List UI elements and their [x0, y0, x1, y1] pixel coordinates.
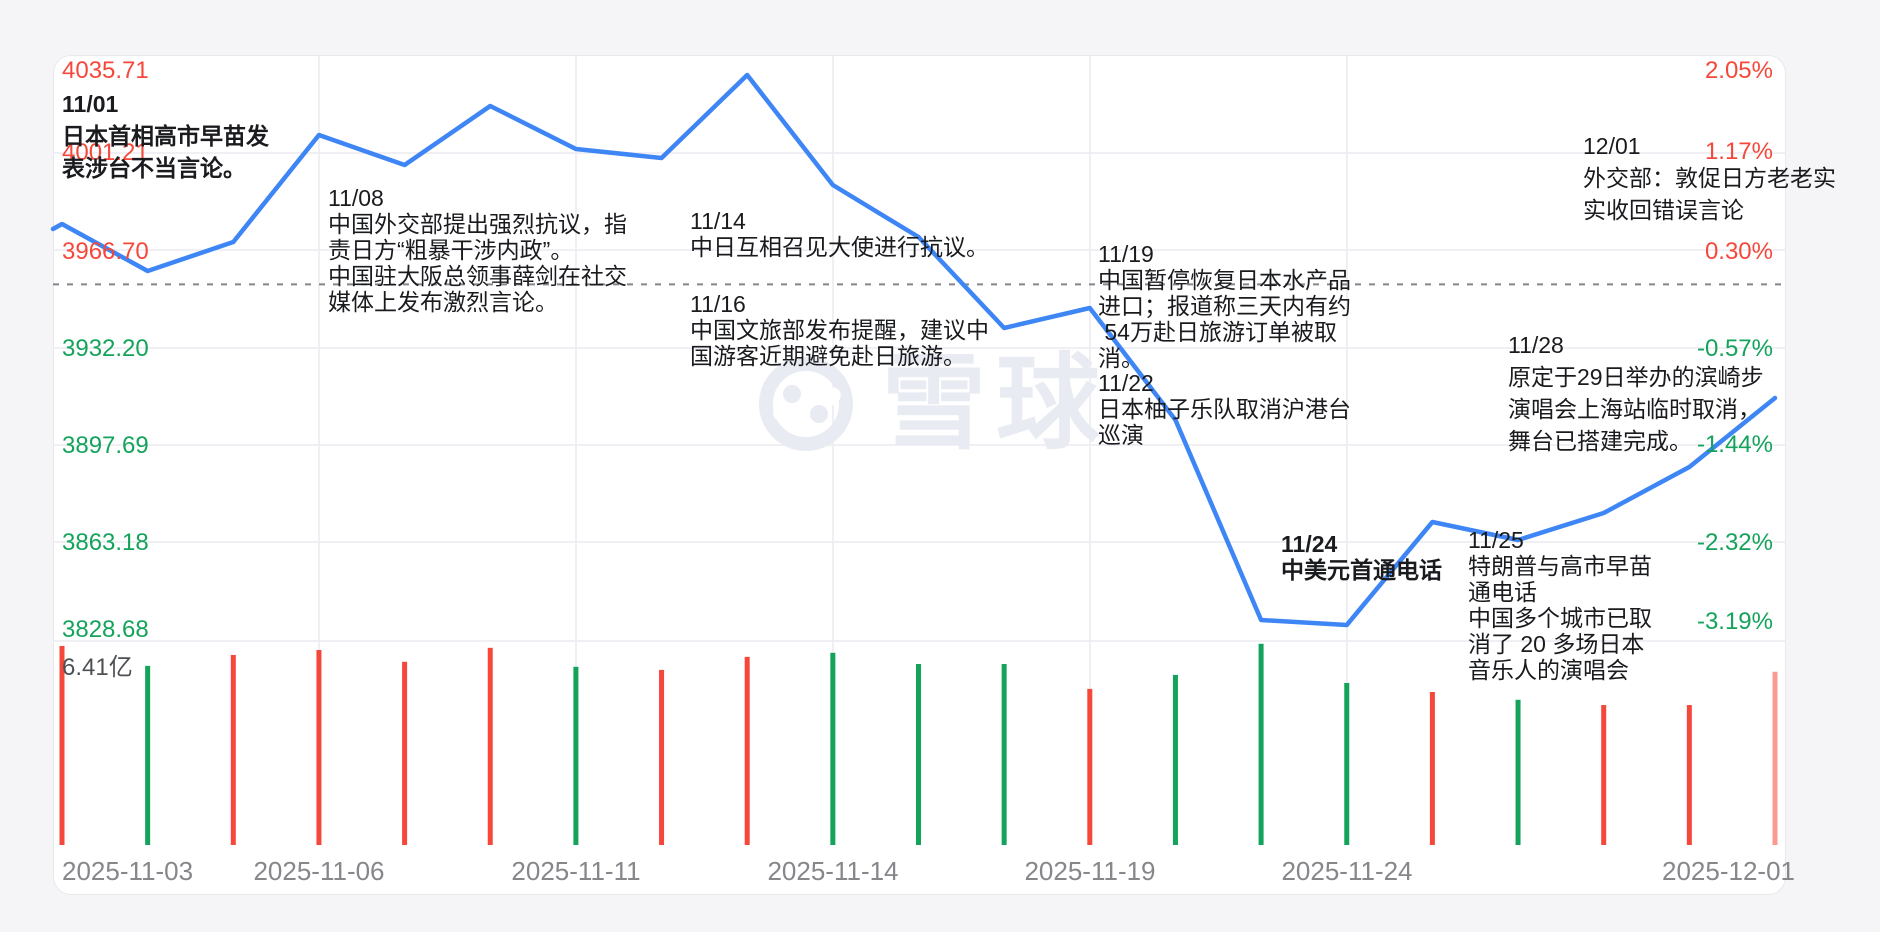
volume-bar [573, 666, 579, 845]
annotation-text-line: 责日方“粗暴干涉内政”。 [328, 237, 574, 263]
news-annotation: 11/22 日本柚子乐队取消沪港台 巡演 [1098, 370, 1351, 448]
annotation-text-line: 中国文旅部发布提醒，建议中 [690, 317, 989, 343]
annotation-date: 11/16 [690, 291, 746, 317]
xueqiu-watermark: 雪球 [756, 352, 1110, 456]
annotation-text-line: 中国多个城市已取 [1468, 605, 1652, 631]
annotation-date: 11/01 [62, 91, 119, 117]
volume-bar [1344, 682, 1350, 845]
price-line[interactable] [50, 72, 1778, 628]
percent-axis-label: 2.05% [1704, 57, 1773, 84]
annotation-text-line: 消。 [1098, 345, 1144, 371]
volume-bar [1601, 705, 1607, 845]
annotation-date: 12/01 [1583, 133, 1641, 159]
annotation-text-line: 通电话 [1468, 579, 1537, 605]
volume-bar [1686, 705, 1692, 845]
annotation-text-line: 巡演 [1098, 422, 1144, 448]
price-axis-label: 3863.18 [62, 529, 149, 556]
percent-axis-label: -2.32% [1696, 529, 1773, 556]
date-axis-label: 2025-11-14 [767, 856, 899, 886]
volume-bar [1429, 691, 1435, 845]
annotation-date: 11/14 [690, 208, 746, 234]
price-axis-label: 3828.68 [62, 616, 149, 643]
date-axis-label: 2025-12-01 [1662, 856, 1795, 886]
news-annotation: 11/08 中国外交部提出强烈抗议，指 责日方“粗暴干涉内政”。 中国驻大阪总领事薛剑… [328, 185, 627, 315]
annotation-text-line: 媒体上发布激烈言论。 [328, 289, 558, 315]
news-annotation: 11/14 中日互相召见大使进行抗议。 [690, 208, 989, 260]
news-annotation: 11/19 中国暂停恢复日本水产品 进口；报道称三天内有约 54万赴日旅游订单被取消… [1098, 241, 1351, 371]
volume-bar [1515, 699, 1521, 845]
price-axis-label: 4035.71 [62, 57, 149, 84]
annotation-date: 11/22 [1098, 370, 1154, 396]
volume-scale-label: 6.41亿 [62, 654, 133, 681]
price-axis-label: 3897.69 [62, 432, 149, 459]
annotation-date: 11/25 [1468, 527, 1524, 553]
volume-bar [1258, 643, 1264, 845]
annotation-text-line: 中国驻大阪总领事薛剑在社交 [328, 263, 627, 289]
annotation-text-line: 中日互相召见大使进行抗议。 [690, 234, 989, 260]
percent-axis-label: -0.57% [1696, 335, 1773, 362]
volume-bar [659, 669, 665, 845]
annotation-text-line: 实收回错误言论 [1583, 197, 1744, 223]
annotation-text-line: 日本柚子乐队取消沪港台 [1098, 396, 1351, 422]
annotation-text-line: 原定于29日举办的滨崎步 [1508, 364, 1764, 390]
volume-bar [1772, 671, 1778, 845]
news-annotation: 11/25 特朗普与高市早苗 通电话 中国多个城市已取 消了 20 多场日本 音乐人的演唱… [1468, 527, 1652, 683]
annotation-text-line: 中国外交部提出强烈抗议，指 [328, 211, 627, 237]
volume-bar [487, 647, 493, 845]
volume-bar [316, 650, 322, 845]
date-axis-label: 2025-11-24 [1281, 856, 1413, 886]
annotation-date: 11/08 [328, 185, 384, 211]
xueqiu-snowball-logo-icon [759, 357, 853, 451]
date-axis-label: 2025-11-11 [511, 856, 641, 886]
annotation-date: 11/19 [1098, 241, 1154, 267]
date-axis-label: 2025-11-19 [1024, 856, 1156, 886]
percent-axis-label: -3.19% [1696, 608, 1773, 635]
annotation-text-line: 中美元首通电话 [1281, 557, 1442, 583]
annotation-text-line: 日本首相高市早苗发 [62, 123, 269, 149]
price-axis-label: 3966.70 [62, 238, 149, 265]
date-axis-label: 2025-11-03 [62, 856, 194, 886]
annotation-text-line: 消了 20 多场日本 [1468, 631, 1645, 657]
annotation-text-line: 特朗普与高市早苗 [1468, 553, 1652, 579]
annotation-text-line: 音乐人的演唱会 [1468, 657, 1629, 683]
annotation-text-line: 演唱会上海站临时取消， [1508, 396, 1761, 422]
price-axis-label: 3932.20 [62, 335, 149, 362]
news-annotation: 11/16 中国文旅部发布提醒，建议中 国游客近期避免赴日旅游。 [690, 291, 989, 369]
annotation-text-line: 表涉台不当言论。 [62, 155, 246, 181]
news-annotation: 11/28 原定于29日举办的滨崎步 演唱会上海站临时取消， 舞台已搭建完成。 [1508, 329, 1764, 457]
volume-bar [230, 654, 236, 845]
annotation-text-line: 国游客近期避免赴日旅游。 [690, 343, 966, 369]
volume-bar [1001, 663, 1007, 845]
annotation-text-line: 54万赴日旅游订单被取 [1098, 319, 1337, 345]
annotation-date: 11/28 [1508, 332, 1564, 358]
percent-axis-label: 1.17% [1704, 138, 1773, 165]
annotation-text-line: 外交部：敦促日方老老实 [1583, 165, 1836, 191]
volume-bar [1087, 688, 1093, 845]
percent-axis-label: 0.30% [1704, 238, 1773, 265]
volume-bar [830, 652, 836, 845]
news-annotation: 12/01 外交部：敦促日方老老实 实收回错误言论 [1583, 130, 1836, 226]
annotation-text-line: 舞台已搭建完成。 [1508, 428, 1692, 454]
news-annotation: 11/24 中美元首通电话 [1281, 531, 1442, 583]
watermark-brand-text: 雪球 [882, 346, 1111, 462]
volume-bar [1172, 674, 1178, 845]
percent-axis-label: -1.44% [1696, 431, 1773, 458]
annotation-date: 11/24 [1281, 531, 1338, 557]
volume-bar [59, 645, 65, 845]
price-axis-label: 4001.21 [62, 139, 149, 166]
annotation-text-line: 中国暂停恢复日本水产品 [1098, 267, 1351, 293]
volume-bar [744, 656, 750, 845]
volume-bar [916, 663, 921, 845]
news-annotation: 11/01 日本首相高市早苗发 表涉台不当言论。 [62, 88, 269, 184]
volume-bar [402, 661, 408, 845]
date-axis-label: 2025-11-06 [253, 856, 385, 886]
volume-bar [145, 665, 151, 845]
annotation-text-line: 进口；报道称三天内有约 [1098, 293, 1351, 319]
